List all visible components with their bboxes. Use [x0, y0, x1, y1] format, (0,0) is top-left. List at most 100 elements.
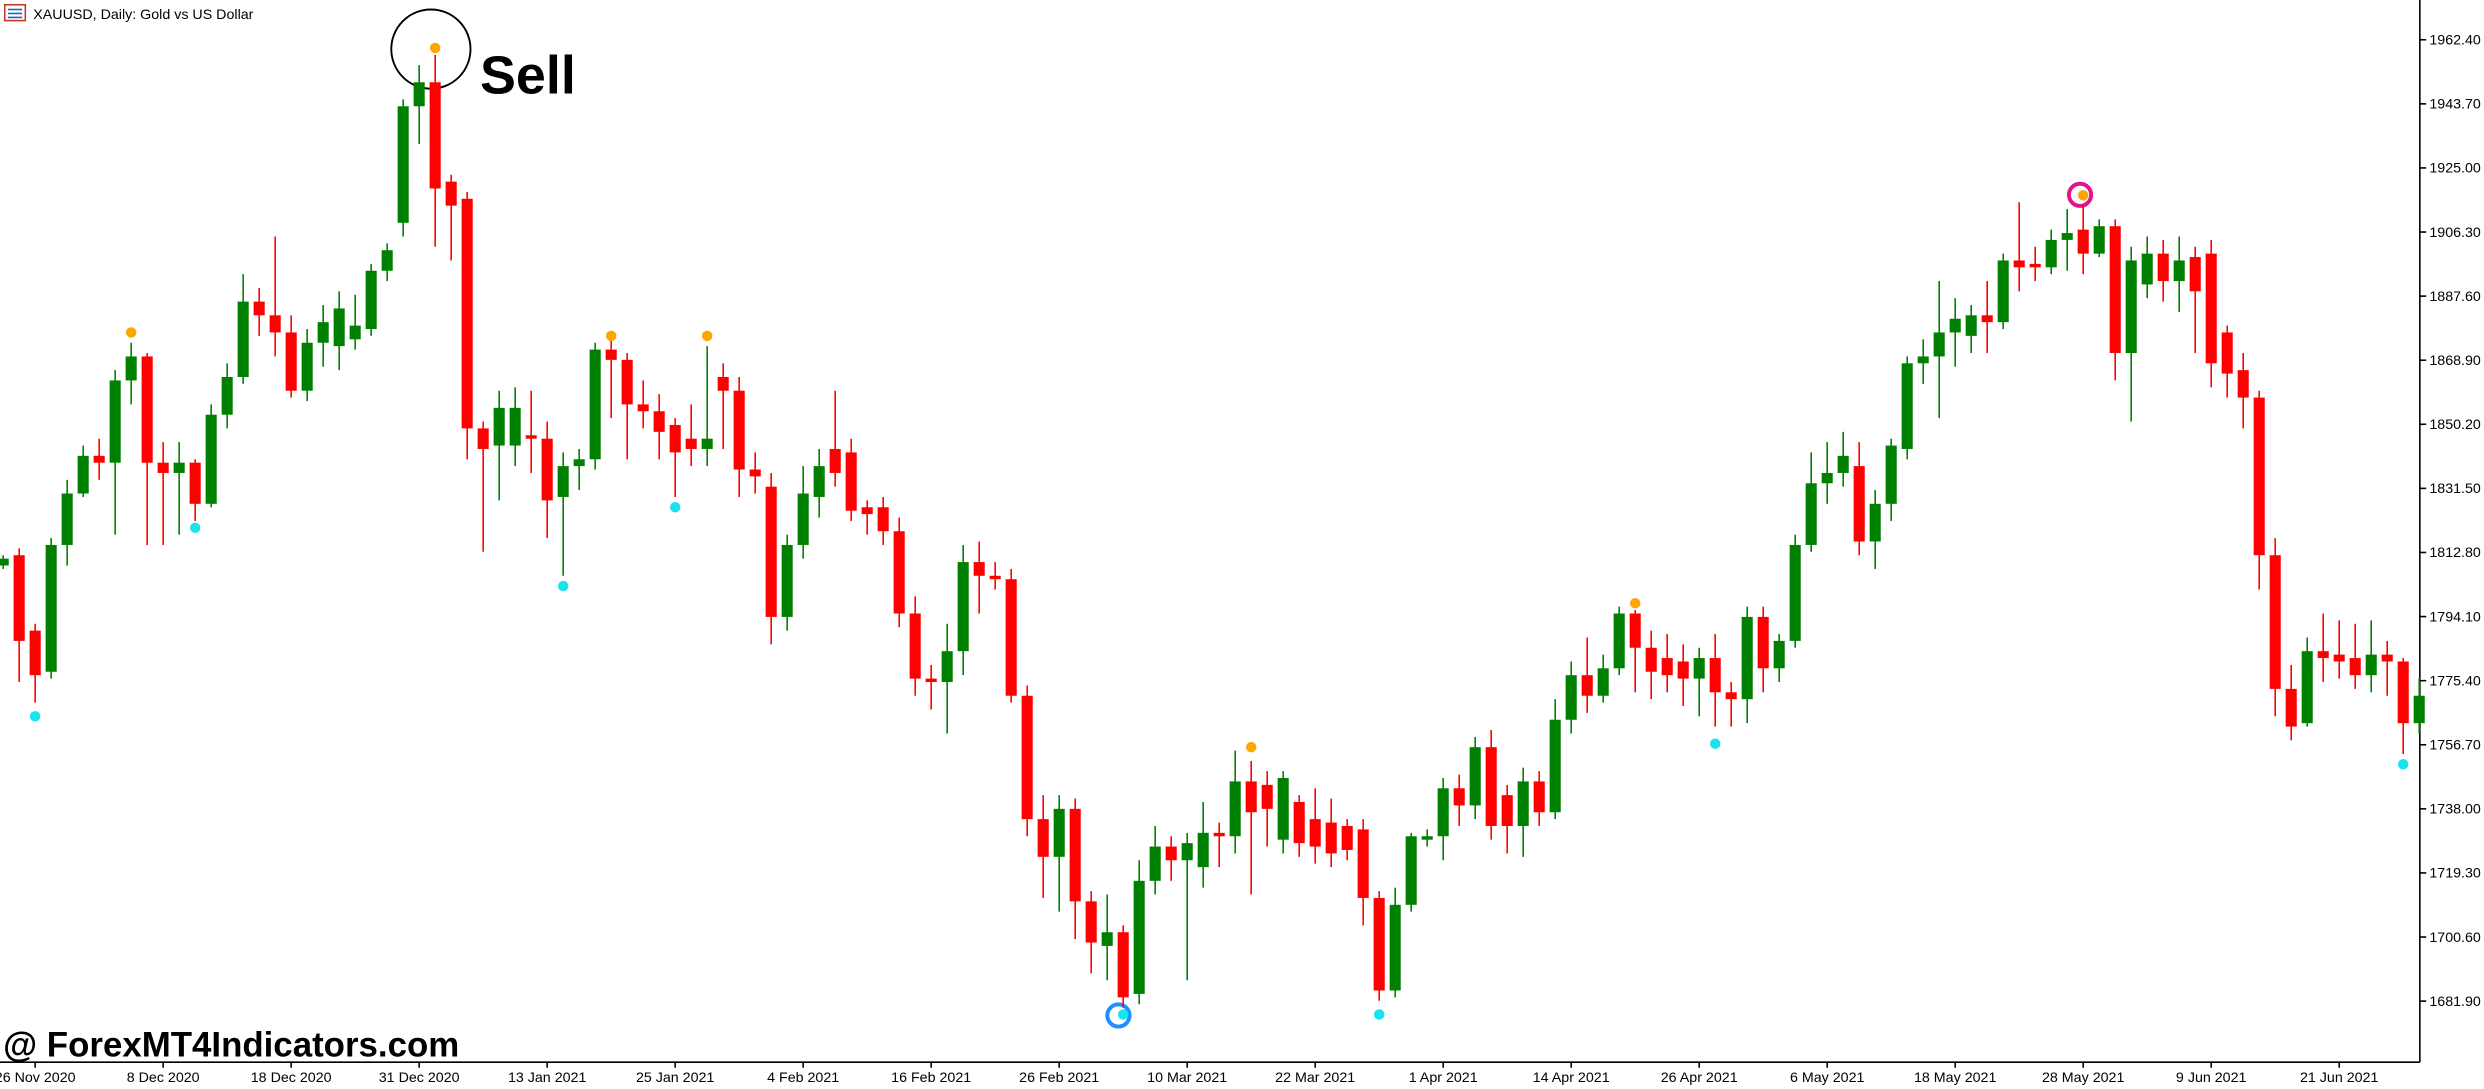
candle-body [1277, 777, 1289, 840]
candle-body [141, 356, 153, 463]
candle-body [1645, 647, 1657, 672]
candle-body [1901, 363, 1913, 449]
candle-body [1981, 315, 1993, 323]
candle-body [909, 613, 921, 679]
candle-body [781, 544, 793, 617]
candle-body [1021, 695, 1033, 820]
candle-body [1821, 472, 1833, 484]
candle-body [621, 359, 633, 405]
y-tick-label: 1738.00 [2429, 802, 2481, 818]
candle-body [637, 404, 649, 412]
sell-signal [701, 330, 713, 342]
candle-body [893, 531, 905, 614]
candle-body [1997, 260, 2009, 323]
x-tick-label: 31 Dec 2020 [379, 1070, 460, 1086]
candle-body [733, 390, 745, 470]
candle-body [1517, 781, 1529, 826]
candle-body [461, 198, 473, 429]
candle-body [1405, 836, 1417, 905]
candles [0, 54, 2425, 1008]
candle-body [109, 380, 121, 463]
watermark: @ ForexMT4Indicators.com [3, 1026, 459, 1065]
candle-body [173, 462, 185, 473]
candle-body [333, 308, 345, 347]
candle-body [253, 301, 265, 316]
candle-body [957, 562, 969, 652]
candle-body [1965, 315, 1977, 336]
candle-body [589, 349, 601, 460]
x-tick-label: 9 Jun 2021 [2176, 1070, 2247, 1086]
sell-signal [1245, 741, 1257, 753]
candle-body [2061, 233, 2073, 240]
buy-signal [2397, 759, 2409, 770]
candle-body [1261, 784, 1273, 809]
candle-body [1341, 825, 1353, 850]
candle-body [29, 630, 41, 676]
candle-body [2109, 226, 2121, 354]
candle-body [1453, 788, 1465, 806]
candle-body [0, 558, 9, 566]
candle-body [1469, 747, 1481, 806]
candle-body [1309, 819, 1321, 847]
candle-body [1373, 897, 1385, 991]
candle-body [2141, 253, 2153, 285]
candle-body [1245, 781, 1257, 813]
symbol-icon [3, 3, 27, 22]
candle-body [669, 424, 681, 453]
candle-body [685, 438, 697, 449]
candle-body [717, 377, 729, 391]
y-tick-label: 1850.20 [2429, 417, 2481, 433]
candle-body [1757, 616, 1769, 669]
candle-body [429, 82, 441, 189]
candle-body [125, 356, 137, 381]
candle-body [2365, 654, 2377, 676]
annotation: Sell [480, 45, 576, 105]
x-tick-label: 13 Jan 2021 [508, 1070, 587, 1086]
candle-body [1421, 836, 1433, 840]
y-tick-label: 1831.50 [2429, 481, 2481, 497]
candle-body [2045, 239, 2057, 268]
candle-body [1325, 822, 1337, 854]
sell-signal [605, 330, 617, 342]
candle-body [1293, 801, 1305, 844]
x-tick-label: 1 Apr 2021 [1409, 1070, 1478, 1086]
y-tick-label: 1700.60 [2429, 930, 2481, 946]
candle-body [573, 459, 585, 467]
candle-body [205, 414, 217, 504]
candle-body [2205, 253, 2217, 364]
candle-body [349, 325, 361, 340]
candle-body [1789, 544, 1801, 641]
candle-body [1005, 579, 1017, 696]
candle-body [1101, 932, 1113, 946]
candle-body [1181, 843, 1193, 861]
candle-body [1501, 795, 1513, 826]
y-tick-label: 1681.90 [2429, 994, 2481, 1010]
x-tick-label: 25 Jan 2021 [636, 1070, 715, 1086]
candle-body [2317, 651, 2329, 659]
candle-body [1629, 613, 1641, 648]
x-tick-label: 28 May 2021 [2042, 1070, 2124, 1086]
x-tick-label: 4 Feb 2021 [767, 1070, 839, 1086]
candle-body [2333, 654, 2345, 662]
y-tick-label: 1775.40 [2429, 673, 2481, 689]
candle-body [1085, 901, 1097, 943]
x-tick-label: 18 May 2021 [1914, 1070, 1996, 1086]
x-tick-label: 26 Apr 2021 [1661, 1070, 1738, 1086]
candle-body [2269, 555, 2281, 689]
candle-body [2253, 397, 2265, 556]
candle-body [973, 562, 985, 576]
candle-body [2285, 688, 2297, 727]
candle-body [557, 466, 569, 497]
candle-body [2125, 260, 2137, 354]
candle-body [61, 493, 73, 545]
x-tick-label: 26 Feb 2021 [1019, 1070, 1099, 1086]
candle-body [2349, 658, 2361, 676]
candle-body [1869, 503, 1881, 542]
candle-body [1885, 445, 1897, 504]
candle-body [1853, 466, 1865, 542]
candle-body [1581, 675, 1593, 696]
candle-body [941, 651, 953, 683]
candle-body [1117, 932, 1129, 998]
candle-body [1773, 640, 1785, 669]
